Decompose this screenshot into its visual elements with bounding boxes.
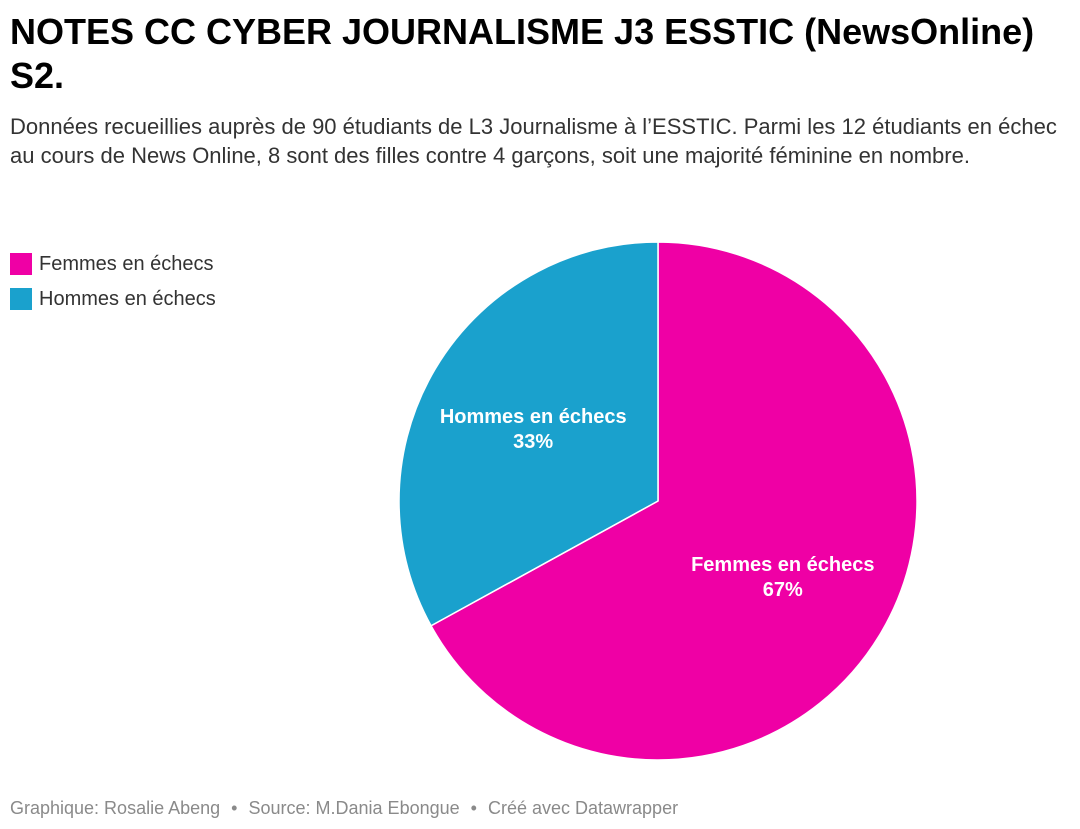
slice-value-label: 67% xyxy=(763,579,803,601)
chart-title: NOTES CC CYBER JOURNALISME J3 ESSTIC (Ne… xyxy=(10,11,1035,96)
pie-slice-femmes xyxy=(430,241,918,761)
footer-credit: Graphique: Rosalie Abeng xyxy=(10,798,221,818)
legend-item-femmes: Femmes en échecs xyxy=(10,252,216,276)
legend-item-hommes: Hommes en échecs xyxy=(10,287,216,311)
chart-subtitle: Données recueillies auprès de 90 étudian… xyxy=(10,114,1057,168)
pie-slice-hommes xyxy=(398,241,659,627)
chart-legend: Femmes en échecs Hommes en échecs xyxy=(10,252,216,322)
footer-tool: Créé avec Datawrapper xyxy=(487,798,679,818)
legend-swatch-femmes xyxy=(10,253,32,275)
pie-chart: Femmes en échecs 67% Hommes en échecs 33% xyxy=(398,241,918,761)
chart-footer: Graphique: Rosalie Abeng • Source: M.Dan… xyxy=(10,797,678,819)
slice-category-label: Hommes en échecs xyxy=(440,406,627,428)
slice-category-label: Femmes en échecs xyxy=(691,554,874,576)
footer-source: Source: M.Dania Ebongue xyxy=(248,798,460,818)
footer-separator: • xyxy=(470,798,477,818)
chart-header: NOTES CC CYBER JOURNALISME J3 ESSTIC (Ne… xyxy=(10,10,1070,170)
legend-swatch-hommes xyxy=(10,288,32,310)
pie-slice-label-hommes: Hommes en échecs 33% xyxy=(440,406,627,453)
pie-slice-label-femmes: Femmes en échecs 67% xyxy=(691,554,874,601)
legend-label-hommes: Hommes en échecs xyxy=(39,288,216,310)
footer-separator: • xyxy=(231,798,238,818)
legend-label-femmes: Femmes en échecs xyxy=(39,253,214,275)
slice-value-label: 33% xyxy=(513,431,553,453)
